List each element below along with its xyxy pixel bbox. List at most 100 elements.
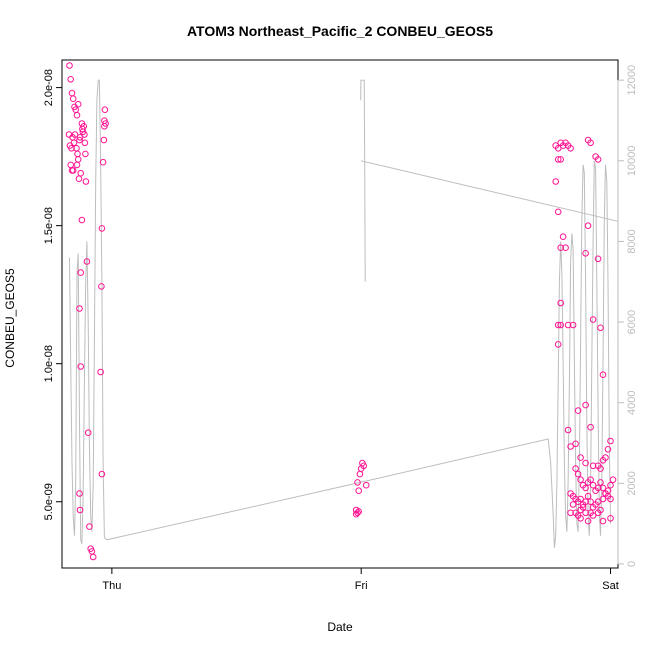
y-tick-label: 1.0e-08 <box>43 345 55 382</box>
data-point <box>587 498 594 506</box>
data-point <box>594 498 602 506</box>
data-point <box>77 363 84 370</box>
data-point <box>82 178 90 185</box>
data-point <box>77 269 84 276</box>
data-point <box>552 178 560 185</box>
data-point <box>582 509 589 517</box>
data-point <box>67 76 74 83</box>
secondary-y-tick-label: 2000 <box>626 471 638 495</box>
data-point <box>554 145 562 152</box>
data-point <box>577 515 584 522</box>
data-point <box>599 517 607 525</box>
data-point <box>352 510 360 518</box>
data-point <box>567 443 574 450</box>
data-point <box>599 484 607 492</box>
data-point <box>589 316 597 323</box>
data-point <box>584 222 592 229</box>
data-point <box>74 156 82 163</box>
secondary-y-axis: 0 2000 4000 6000 8000 10000 12000 <box>617 65 638 567</box>
data-point <box>557 299 565 307</box>
data-point <box>607 481 614 489</box>
data-point <box>587 509 594 517</box>
data-point <box>564 426 572 434</box>
series-layer <box>65 62 619 561</box>
data-point <box>76 490 83 497</box>
data-point <box>98 470 106 478</box>
data-point <box>81 131 88 138</box>
data-point <box>577 476 584 484</box>
secondary-y-tick-label: 6000 <box>626 310 638 334</box>
data-point <box>569 321 577 329</box>
data-point <box>597 479 604 486</box>
data-point <box>554 321 562 329</box>
secondary-y-tick-label: 12000 <box>626 65 638 96</box>
data-point <box>77 169 84 177</box>
data-point <box>102 120 109 127</box>
data-point <box>584 492 592 500</box>
data-point <box>356 470 364 478</box>
secondary-y-tick-label: 0 <box>626 561 638 567</box>
data-point <box>574 407 582 414</box>
secondary-y-tick-label: 10000 <box>626 145 638 176</box>
data-point <box>582 250 589 257</box>
data-point <box>587 476 594 484</box>
x-tick-label: Sat <box>602 580 619 592</box>
data-point <box>97 368 104 376</box>
data-point <box>554 208 562 216</box>
data-point <box>567 145 574 152</box>
data-point <box>66 62 73 69</box>
data-point <box>589 462 597 470</box>
data-point <box>67 161 74 169</box>
data-point <box>564 321 572 329</box>
data-point <box>68 145 75 152</box>
chart-title: ATOM3 Northeast_Pacific_2 CONBEU_GEOS5 <box>187 23 493 39</box>
data-point <box>74 150 81 158</box>
secondary-y-tick-label: 4000 <box>626 390 638 414</box>
x-axis: Thu Fri Sat <box>102 567 619 592</box>
data-point <box>98 225 106 232</box>
data-point <box>582 484 589 492</box>
data-point <box>98 283 105 290</box>
data-point <box>554 156 562 163</box>
data-point <box>73 161 81 169</box>
data-point <box>81 139 89 147</box>
data-point <box>83 258 91 265</box>
data-point <box>577 495 584 503</box>
y-tick-label: 1.5e-08 <box>43 207 55 244</box>
series-line-1 <box>69 79 611 548</box>
data-point <box>582 459 589 467</box>
y-axis-label: CONBEU_GEOS5 <box>3 268 17 368</box>
data-point <box>587 423 594 431</box>
data-point <box>582 498 589 506</box>
data-point <box>354 509 361 517</box>
data-point <box>362 481 370 489</box>
data-point <box>74 100 82 108</box>
data-point <box>84 429 92 437</box>
data-point <box>594 484 602 492</box>
data-point <box>68 89 76 97</box>
data-point <box>71 131 79 138</box>
data-point <box>86 523 93 530</box>
data-point <box>80 123 87 130</box>
data-point <box>76 506 84 514</box>
data-point <box>99 158 107 166</box>
data-point <box>82 150 89 158</box>
data-point <box>609 476 617 484</box>
data-point <box>559 233 567 240</box>
data-point <box>607 437 614 445</box>
x-tick-label: Thu <box>102 580 121 592</box>
data-point <box>569 501 577 508</box>
data-point <box>89 553 97 561</box>
data-point <box>599 457 607 464</box>
y-tick-label: 5.0e-09 <box>43 483 55 520</box>
data-point <box>70 139 78 147</box>
data-point <box>100 136 108 144</box>
data-point <box>599 495 607 503</box>
data-point <box>567 509 574 517</box>
x-axis-label: Date <box>327 620 353 634</box>
series-line-2 <box>360 79 366 282</box>
plot-frame <box>61 59 619 569</box>
data-point <box>599 371 607 379</box>
data-point <box>562 244 569 251</box>
y-axis: 5.0e-09 1.0e-08 1.5e-08 2.0e-08 <box>43 69 63 520</box>
